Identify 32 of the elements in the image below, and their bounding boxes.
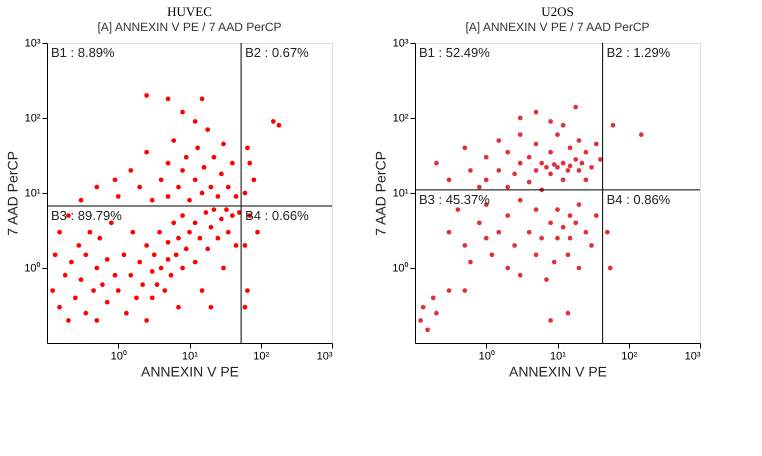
- annotation: B4 : 0.86%: [606, 192, 671, 207]
- y-tick-label: 10²: [392, 112, 409, 124]
- x-tick-label: 10⁰: [110, 350, 127, 362]
- chart-subtitle: [A] ANNEXIN V PE / 7 AAD PerCP: [97, 20, 282, 34]
- x-tick-label: 10²: [621, 350, 638, 362]
- y-tick-label: 10³: [24, 38, 41, 50]
- chart-title: U2OS: [541, 4, 574, 19]
- y-tick-label: 10⁰: [392, 262, 408, 274]
- chart-subtitle: [A] ANNEXIN V PE / 7 AAD PerCP: [465, 20, 650, 34]
- annotation: B2 : 1.29%: [606, 45, 671, 60]
- x-tick-label: 10¹: [550, 350, 566, 362]
- annotation: B2 : 0.67%: [245, 45, 310, 60]
- y-tick-label: 10¹: [24, 188, 41, 200]
- y-tick-label: 10³: [392, 38, 409, 50]
- annotation: B1 : 52.49%: [419, 45, 490, 60]
- chart-title: HUVEC: [167, 4, 212, 19]
- x-tick-label: 10³: [684, 350, 701, 362]
- annotation: B4 : 0.66%: [245, 208, 310, 224]
- x-tick-label: 10²: [253, 350, 270, 362]
- x-axis-title: ANNEXIN V PE: [140, 364, 240, 380]
- y-axis-title: 7 AAD PerCP: [372, 151, 388, 236]
- x-tick-label: 10¹: [182, 350, 198, 362]
- x-tick-label: 10⁰: [478, 350, 495, 362]
- y-tick-label: 10⁰: [24, 262, 40, 274]
- annotation: B1 : 8.89%: [51, 45, 116, 60]
- y-axis-title: 7 AAD PerCP: [4, 151, 20, 236]
- annotation: B3 : 45.37%: [419, 192, 490, 207]
- annotation: B3 : 89.79%: [51, 208, 122, 224]
- x-tick-label: 10³: [316, 350, 333, 362]
- y-tick-label: 10²: [24, 112, 41, 124]
- x-axis-title: ANNEXIN V PE: [508, 364, 608, 380]
- y-tick-label: 10¹: [392, 188, 409, 200]
